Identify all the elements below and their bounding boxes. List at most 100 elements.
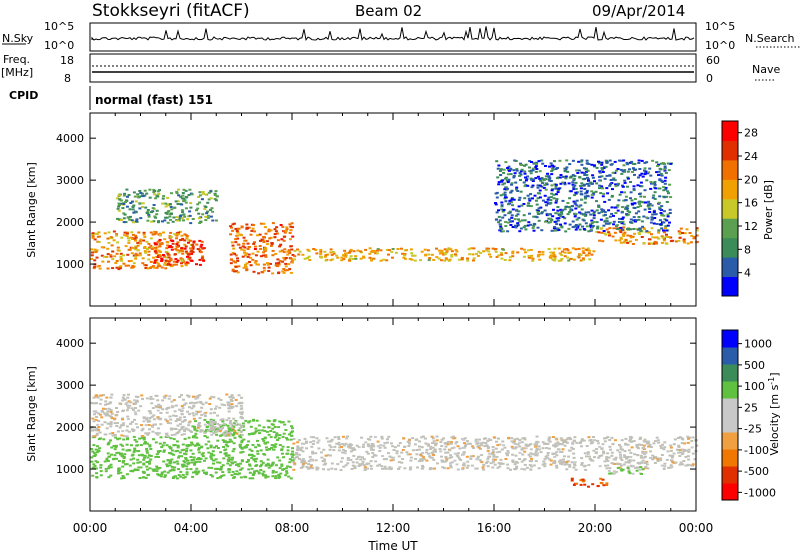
data-cell — [587, 485, 590, 488]
data-cell — [659, 445, 663, 447]
data-cell — [563, 217, 567, 220]
data-cell — [201, 469, 205, 472]
data-cell — [232, 448, 236, 450]
data-cell — [619, 445, 623, 448]
data-cell — [419, 259, 422, 262]
data-cell — [666, 215, 670, 218]
data-cell — [164, 211, 168, 214]
data-cell — [122, 203, 126, 205]
data-cell — [152, 256, 155, 259]
data-cell — [378, 450, 382, 452]
data-cell — [617, 199, 621, 202]
data-cell — [436, 462, 439, 465]
data-cell — [274, 252, 278, 255]
data-cell — [255, 419, 259, 422]
data-cell — [160, 473, 164, 476]
data-cell — [129, 470, 133, 472]
data-cell — [180, 413, 184, 416]
data-cell — [94, 460, 98, 463]
data-cell — [250, 453, 254, 456]
data-cell — [588, 182, 592, 185]
data-cell — [106, 460, 110, 462]
data-cell — [125, 473, 129, 476]
data-cell — [197, 217, 201, 220]
data-cell — [564, 230, 568, 233]
data-cell — [343, 452, 347, 455]
data-cell — [623, 181, 627, 184]
data-cell — [573, 461, 577, 464]
data-cell — [679, 227, 683, 230]
data-cell — [612, 472, 616, 475]
data-cell — [251, 433, 255, 436]
nsearch-tick-bottom: 10^0 — [705, 39, 735, 52]
data-cell — [301, 253, 305, 256]
data-cell — [631, 162, 635, 165]
data-cell — [270, 242, 274, 245]
data-cell — [486, 449, 490, 452]
data-cell — [401, 449, 405, 451]
data-cell — [663, 196, 667, 199]
data-cell — [213, 194, 217, 196]
data-cell — [615, 224, 619, 227]
data-cell — [608, 472, 612, 475]
data-cell — [180, 426, 184, 429]
data-cell — [220, 465, 224, 468]
data-cell — [183, 239, 187, 242]
data-cell — [582, 479, 586, 482]
data-cell — [158, 442, 162, 445]
data-cell — [590, 222, 594, 225]
data-cell — [502, 168, 506, 171]
data-cell — [161, 220, 164, 223]
data-cell — [487, 438, 491, 441]
data-cell — [270, 444, 274, 446]
data-cell — [181, 194, 185, 197]
data-cell — [158, 245, 162, 248]
data-cell — [198, 222, 202, 224]
data-cell — [92, 267, 96, 270]
data-cell — [482, 464, 486, 467]
data-cell — [115, 451, 119, 454]
data-cell — [102, 394, 106, 396]
data-cell — [142, 438, 146, 441]
data-cell — [574, 207, 578, 210]
data-cell — [409, 456, 413, 459]
data-cell — [247, 468, 251, 471]
data-cell — [299, 449, 303, 452]
data-cell — [233, 436, 237, 439]
data-cell — [479, 442, 483, 445]
data-cell — [159, 436, 163, 439]
data-cell — [646, 205, 650, 208]
data-cell — [486, 465, 490, 468]
data-cell — [281, 260, 284, 263]
data-cell — [133, 449, 137, 452]
data-cell — [116, 246, 120, 249]
data-cell — [116, 217, 120, 220]
data-cell — [645, 179, 649, 182]
data-cell — [415, 449, 419, 451]
data-cell — [97, 426, 101, 428]
data-cell — [302, 442, 306, 445]
data-cell — [522, 203, 526, 205]
data-cell — [602, 192, 606, 195]
data-cell — [221, 464, 225, 467]
data-cell — [278, 420, 282, 423]
data-cell — [421, 464, 424, 467]
data-cell — [233, 476, 237, 479]
data-cell — [432, 258, 436, 261]
data-cell — [352, 454, 356, 457]
data-cell — [556, 206, 560, 208]
data-cell — [126, 418, 130, 421]
data-cell — [195, 243, 199, 246]
data-cell — [197, 424, 201, 426]
data-cell — [495, 160, 499, 163]
data-cell — [140, 424, 143, 427]
power-colorbar-cell — [722, 179, 738, 200]
data-cell — [343, 450, 347, 452]
data-cell — [628, 472, 632, 475]
data-cell — [440, 438, 444, 441]
data-cell — [649, 204, 653, 207]
data-cell — [639, 181, 643, 184]
data-cell — [620, 217, 624, 220]
data-cell — [199, 429, 203, 431]
data-cell — [534, 199, 538, 202]
